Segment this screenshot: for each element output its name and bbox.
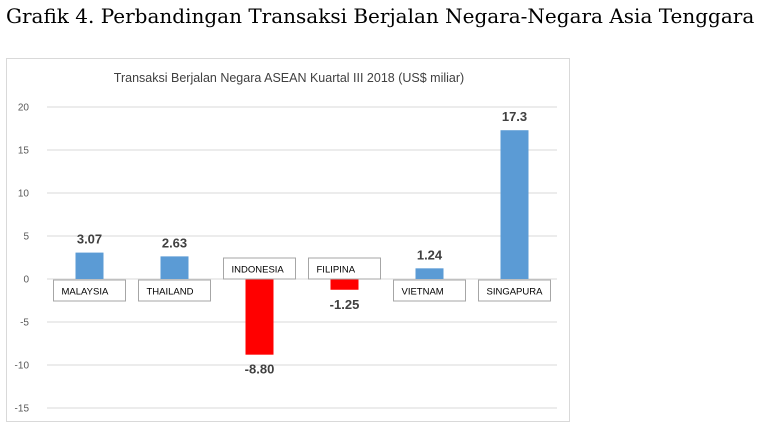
bars [75,130,529,355]
data-label: 2.63 [162,235,187,250]
category-label-malaysia: MALAYSIA [53,279,126,302]
gridlines [47,106,557,409]
y-tick-label: -15 [15,404,30,415]
category-label-text: THAILAND [147,287,194,298]
category-label-filipina: FILIPINA [308,257,381,280]
bar-vietnam [415,268,444,279]
category-label-box [478,279,551,302]
category-label-box [53,279,126,302]
chart-area: Transaksi Berjalan Negara ASEAN Kuartal … [6,58,570,422]
figure-caption: Grafik 4. Perbandingan Transaksi Berjala… [6,4,755,28]
category-label-text: INDONESIA [232,265,285,276]
category-label-text: SINGAPURA [487,287,544,298]
current-account-bar-chart: Transaksi Berjalan Negara ASEAN Kuartal … [15,71,557,415]
y-tick-label: -5 [20,318,29,329]
chart-title: Transaksi Berjalan Negara ASEAN Kuartal … [114,71,464,85]
data-label: -8.80 [245,362,275,377]
y-axis-ticks: 20 15 10 5 0 -5 -10 -15 [15,103,30,415]
category-label-box [393,279,466,302]
y-tick-label: 10 [18,189,30,200]
category-label-text: FILIPINA [317,265,356,276]
bar-thailand [160,256,189,279]
category-label-vietnam: VIETNAM [393,279,466,302]
category-label-box [223,257,296,280]
category-label-indonesia: INDONESIA [223,257,296,280]
data-label: 17.3 [502,109,527,124]
data-labels: 3.07 2.63 -8.80 -1.25 1.24 17.3 [77,109,527,376]
category-label-text: MALAYSIA [62,287,109,298]
y-tick-label: -10 [15,361,30,372]
category-labels: MALAYSIA THAILAND INDONESIA FILIPINA VIETNAM… [53,257,551,302]
bar-singapura [500,130,529,279]
category-label-box [308,257,381,280]
bar-filipina [330,279,359,290]
category-label-singapura: SINGAPURA [478,279,551,302]
data-label: 1.24 [417,247,443,262]
category-label-box [138,279,211,302]
data-label: 3.07 [77,232,102,247]
data-label: -1.25 [330,297,360,312]
y-tick-label: 15 [18,146,30,157]
category-label-text: VIETNAM [402,287,444,298]
y-tick-label: 0 [23,275,29,286]
y-tick-label: 20 [18,103,30,114]
bar-malaysia [75,252,104,279]
y-tick-label: 5 [23,232,29,243]
bar-indonesia [245,279,274,355]
category-label-thailand: THAILAND [138,279,211,302]
